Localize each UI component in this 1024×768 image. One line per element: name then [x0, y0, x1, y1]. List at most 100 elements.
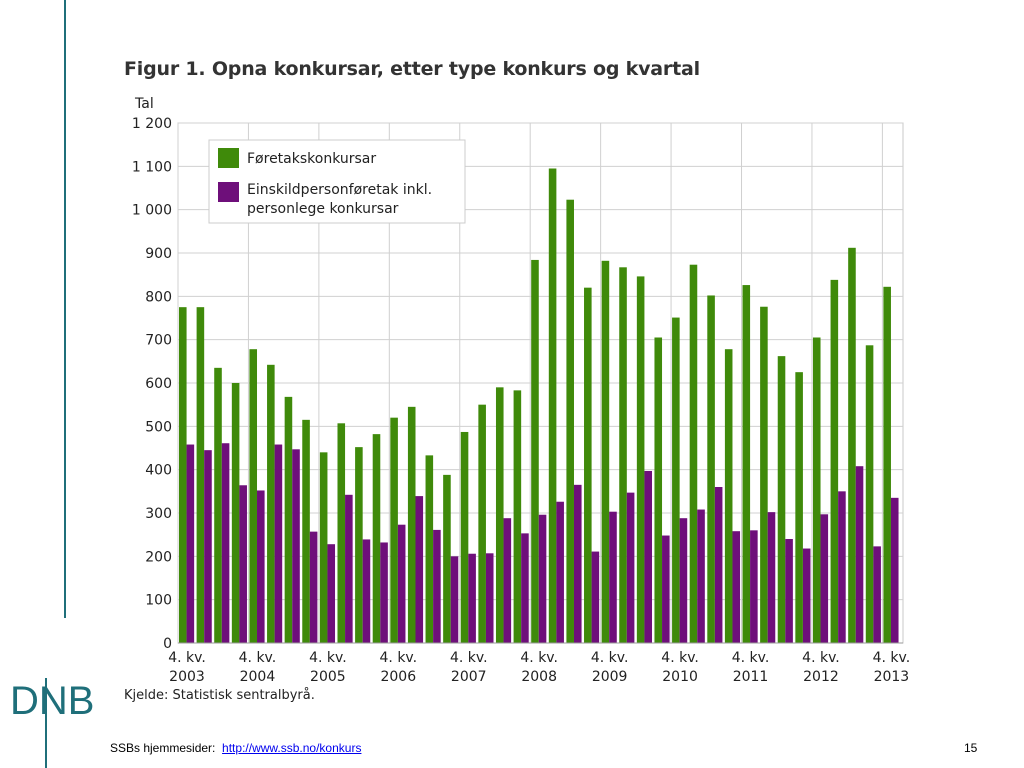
bar-foretak: [812, 337, 821, 643]
x-tick-label-year: 2007: [451, 669, 487, 685]
bar-foretak: [619, 267, 627, 643]
footer-link[interactable]: http://www.ssb.no/konkurs: [222, 741, 362, 755]
bar-einskildperson: [785, 539, 793, 643]
y-tick-label: 800: [145, 289, 172, 305]
figure-title: Figur 1. Opna konkursar, etter type konk…: [124, 58, 700, 80]
bar-foretak: [425, 455, 434, 643]
bar-einskildperson: [274, 444, 283, 643]
bar-einskildperson: [626, 492, 635, 643]
bar-einskildperson: [838, 491, 846, 643]
legend-label-einskildperson-2: personlege konkursar: [247, 201, 399, 217]
bar-foretak: [865, 345, 874, 643]
bar-einskildperson: [820, 514, 829, 643]
bar-einskildperson: [292, 449, 300, 643]
bar-einskildperson: [327, 544, 336, 643]
x-tick-label: 4. kv.: [380, 650, 418, 666]
footer: SSBs hjemmesider: http://www.ssb.no/konk…: [110, 741, 361, 755]
y-tick-label: 100: [145, 593, 172, 609]
bar-foretak: [319, 452, 328, 643]
bar-einskildperson: [750, 530, 758, 643]
bar-einskildperson: [345, 494, 353, 643]
x-tick-label-year: 2011: [733, 669, 769, 685]
bar-foretak: [372, 434, 381, 643]
bar-foretak: [231, 383, 240, 643]
bar-foretak: [249, 349, 258, 643]
bar-foretak: [267, 364, 275, 643]
bar-foretak: [179, 307, 187, 643]
bar-einskildperson: [415, 496, 424, 643]
footer-label: SSBs hjemmesider:: [110, 741, 216, 755]
source-note: Kjelde: Statistisk sentralbyrå.: [124, 688, 315, 703]
bar-foretak: [302, 419, 310, 643]
bar-einskildperson: [573, 484, 582, 643]
bar-einskildperson: [257, 490, 265, 643]
bar-einskildperson: [380, 542, 388, 643]
legend-swatch-green: [218, 148, 239, 168]
x-tick-label: 4. kv.: [732, 650, 770, 666]
y-tick-label: 0: [163, 636, 172, 652]
bar-foretak: [390, 417, 398, 643]
x-tick-label: 4. kv.: [239, 650, 277, 666]
y-tick-label: 500: [145, 419, 172, 435]
bar-foretak: [672, 317, 680, 643]
y-tick-label: 400: [145, 463, 172, 479]
bar-foretak: [795, 372, 803, 643]
x-tick-label: 4. kv.: [450, 650, 488, 666]
bar-foretak: [848, 247, 856, 644]
x-tick-label-year: 2004: [240, 669, 276, 685]
x-tick-label-year: 2013: [874, 669, 910, 685]
bar-foretak: [742, 285, 751, 643]
bar-foretak: [584, 287, 592, 643]
legend-box: [208, 139, 466, 224]
x-tick-label-year: 2012: [803, 669, 839, 685]
bar-einskildperson: [732, 531, 741, 643]
x-tick-label: 4. kv.: [873, 650, 911, 666]
y-tick-label: 1 000: [132, 203, 172, 219]
bar-foretak: [284, 396, 293, 643]
y-tick-label: 900: [145, 246, 172, 262]
logo-text: DNB: [10, 679, 94, 723]
bar-einskildperson: [221, 443, 230, 643]
x-tick-label-year: 2006: [380, 669, 416, 685]
bar-foretak: [883, 286, 891, 643]
x-tick-label: 4. kv.: [309, 650, 347, 666]
bar-foretak: [407, 406, 416, 643]
bar-einskildperson: [468, 553, 476, 643]
bar-foretak: [654, 337, 663, 643]
bar-foretak: [777, 356, 786, 643]
x-tick-label: 4. kv.: [661, 650, 699, 666]
bar-einskildperson: [679, 518, 688, 643]
x-tick-label: 4. kv.: [168, 650, 206, 666]
bar-einskildperson: [591, 551, 600, 643]
y-tick-label: 1 100: [132, 159, 172, 175]
bar-einskildperson: [714, 487, 723, 643]
bar-einskildperson: [662, 535, 670, 643]
bar-foretak: [460, 431, 469, 643]
bar-einskildperson: [890, 497, 899, 643]
legend-label-einskildperson-1: Einskildpersonføretak inkl.: [247, 182, 432, 198]
y-tick-label: 300: [145, 506, 172, 522]
page-number: 15: [964, 741, 978, 755]
bar-foretak: [724, 349, 733, 643]
bar-einskildperson: [485, 553, 494, 643]
bar-foretak: [548, 168, 557, 643]
y-tick-label: 600: [145, 376, 172, 392]
y-axis-label: Tal: [134, 96, 154, 112]
legend-label-foretak: Føretakskonkursar: [247, 151, 376, 167]
x-tick-label-year: 2003: [169, 669, 205, 685]
bar-foretak: [566, 199, 574, 643]
bar-foretak: [636, 276, 645, 643]
bar-foretak: [513, 390, 522, 643]
bar-einskildperson: [362, 539, 371, 643]
x-tick-label-year: 2010: [662, 669, 698, 685]
x-tick-label-year: 2008: [521, 669, 557, 685]
bar-einskildperson: [697, 509, 705, 643]
bar-einskildperson: [609, 511, 617, 643]
bar-einskildperson: [204, 450, 212, 643]
bar-einskildperson: [309, 531, 318, 643]
bar-foretak: [196, 307, 205, 643]
accent-vertical-line: [64, 0, 66, 618]
bar-einskildperson: [556, 501, 564, 643]
x-tick-label: 4. kv.: [520, 650, 558, 666]
